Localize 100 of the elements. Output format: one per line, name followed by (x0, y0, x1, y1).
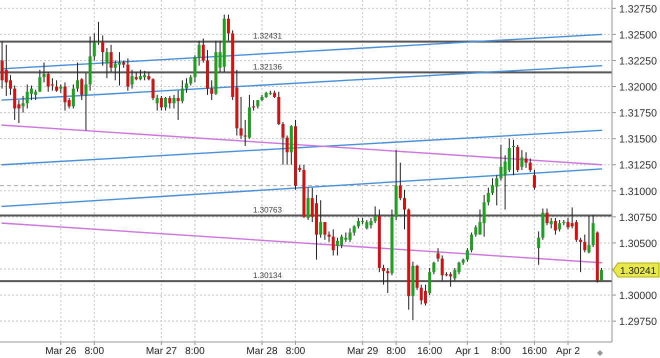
candlestick (512, 139, 515, 176)
candlestick (579, 237, 582, 273)
candlestick (574, 220, 578, 242)
y-tick-label: 1.30500 (619, 238, 658, 250)
candlestick (508, 138, 511, 173)
candlestick (587, 215, 590, 254)
candlestick (532, 169, 536, 190)
candlestick (440, 254, 444, 281)
x-tick-label: Mar 26 (45, 346, 77, 357)
y-tick-label: 1.31250 (619, 160, 658, 172)
x-tick-label: 16:00 (417, 346, 443, 357)
candlestick (180, 80, 184, 104)
candlestick (340, 234, 344, 249)
candlestick (164, 96, 168, 112)
candlestick (482, 194, 486, 238)
candlestick (46, 71, 50, 92)
candlestick (524, 152, 528, 168)
candlestick (240, 96, 243, 140)
candlestick (453, 267, 456, 281)
candlestick (185, 78, 188, 94)
candlestick (130, 69, 134, 90)
candlestick (63, 82, 66, 112)
candlestick (470, 232, 474, 253)
y-tick-label: 1.31500 (619, 134, 658, 146)
candlestick (550, 217, 553, 229)
candlestick (281, 121, 284, 166)
candlestick (172, 94, 176, 109)
candlestick (520, 150, 524, 170)
candlestick (428, 267, 432, 296)
candlestick (138, 69, 142, 81)
candlestick (546, 208, 549, 226)
candlestick (332, 228, 335, 256)
candlestick (76, 62, 80, 92)
candlestick (328, 230, 331, 242)
x-tick-label: 8:00 (386, 346, 406, 357)
candlestick (344, 232, 348, 242)
x-tick-label: Mar 28 (246, 346, 278, 357)
candlestick (101, 34, 104, 66)
candlestick (466, 248, 469, 262)
candlestick (424, 284, 427, 306)
candlestick (319, 200, 322, 238)
y-tick-label: 1.32750 (619, 3, 658, 16)
ref-line-label: 1.32431 (253, 32, 282, 41)
candlestick (474, 224, 478, 238)
candlestick (126, 58, 130, 92)
candlestick (42, 62, 46, 83)
candlestick (244, 119, 247, 146)
y-tick-label: 1.31000 (619, 186, 658, 198)
candlestick (365, 220, 368, 230)
candlestick (176, 90, 180, 120)
candlestick (566, 217, 570, 230)
candlestick (486, 187, 490, 206)
candlestick (55, 80, 58, 92)
candlestick (97, 21, 100, 46)
candlestick (252, 100, 256, 112)
candlestick (80, 78, 84, 101)
candlestick (336, 237, 339, 256)
candlestick (110, 44, 113, 72)
candlestick (416, 264, 419, 290)
candlestick (491, 178, 494, 196)
candlestick (30, 85, 33, 101)
candlestick (457, 261, 461, 275)
candlestick (449, 272, 452, 288)
candlestick (600, 267, 604, 281)
x-tick-label: Mar 29 (347, 346, 379, 357)
x-tick-label: 8:00 (491, 346, 512, 357)
candlestick (4, 44, 8, 96)
candlestick (114, 60, 117, 81)
x-tick-label: Mar 27 (146, 346, 178, 357)
candlestick (151, 78, 155, 101)
candlestick (202, 38, 205, 64)
candlestick (356, 217, 360, 229)
candlestick (22, 95, 25, 114)
candlestick (558, 220, 562, 232)
candlestick (528, 158, 532, 173)
y-tick-label: 1.32500 (619, 29, 658, 42)
candlestick (34, 89, 38, 101)
y-tick-label: 1.32250 (619, 55, 658, 68)
y-tick-label: 1.30000 (619, 290, 658, 302)
candlestick (143, 70, 146, 81)
candlestick (382, 264, 386, 286)
candlestick (374, 206, 377, 224)
candlestick (386, 267, 390, 294)
candlestick (0, 41, 4, 90)
x-tick-label: 8:00 (84, 346, 104, 357)
y-tick-label: 1.30750 (619, 212, 658, 224)
candlestick (226, 14, 230, 42)
candlestick (348, 228, 352, 242)
candlestick (403, 189, 406, 230)
candlestick (323, 222, 326, 240)
ref-line-label: 1.30763 (253, 206, 282, 215)
candlestick (516, 144, 520, 173)
candlestick (583, 234, 586, 253)
candlestick (189, 74, 192, 86)
candlestick (420, 284, 423, 305)
x-tick-label: 8:00 (185, 346, 206, 357)
x-tick-label: 16:00 (522, 346, 548, 357)
candlestick (156, 94, 159, 112)
candlestick (193, 54, 196, 83)
candlestick (198, 40, 201, 66)
